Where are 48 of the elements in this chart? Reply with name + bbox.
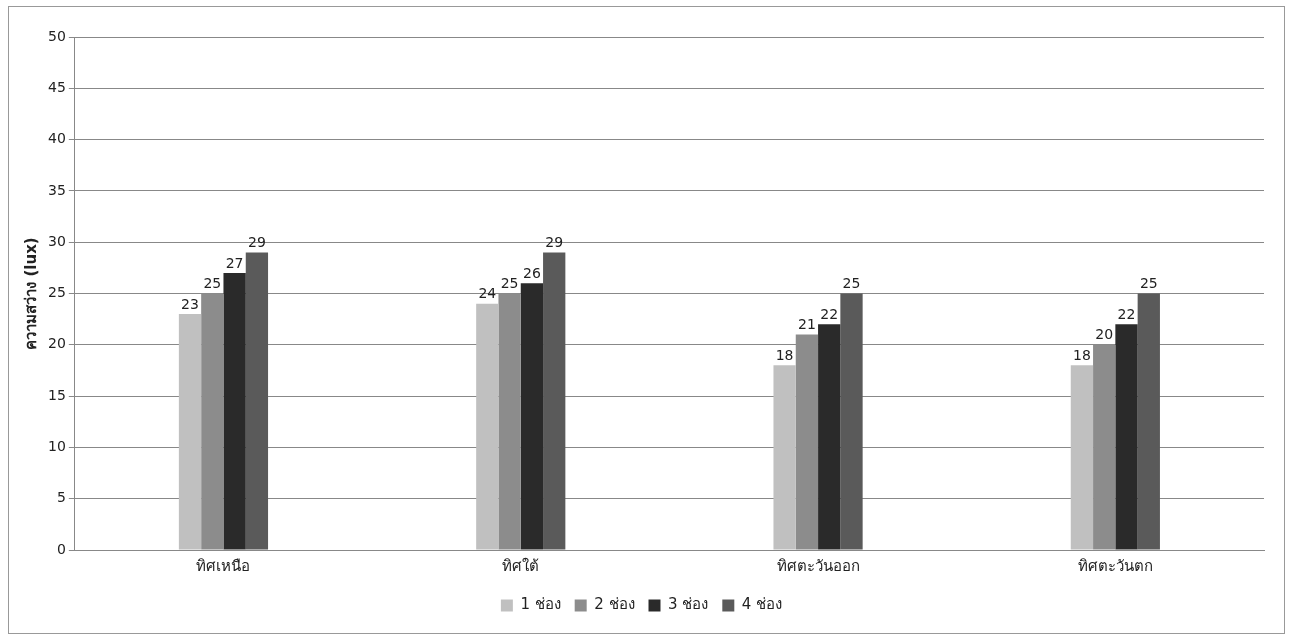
legend-label: 4 ช่อง: [741, 595, 783, 614]
data-label: 25: [203, 275, 222, 292]
legend-label: 1 ช่อง: [520, 595, 561, 614]
y-tick-label: 50: [47, 27, 66, 44]
data-label: 29: [545, 234, 564, 251]
bar: [520, 283, 544, 550]
y-axis-title: ความสว่าง (lux): [21, 237, 40, 350]
bar: [178, 314, 202, 550]
legend-label: 3 ช่อง: [668, 595, 709, 614]
bar: [818, 324, 841, 550]
data-label: 24: [478, 285, 497, 302]
y-tick-label: 45: [47, 78, 66, 95]
y-tick-label: 15: [47, 386, 66, 403]
data-label: 18: [1072, 346, 1091, 363]
x-tick-label: ทิศตะวันตก: [1077, 556, 1153, 575]
bar: [223, 272, 246, 550]
bar: [1070, 365, 1094, 550]
x-tick-label: ทิศใต้: [502, 556, 540, 575]
legend-label: 2 ช่อง: [594, 595, 635, 614]
bar: [840, 293, 863, 550]
data-label: 25: [1139, 275, 1158, 292]
bar: [1115, 324, 1138, 550]
y-tick-label: 10: [47, 438, 66, 455]
data-label: 25: [842, 275, 861, 292]
data-label: 23: [181, 295, 199, 312]
data-label: 27: [225, 254, 244, 271]
bar: [543, 252, 566, 550]
data-label: 20: [1095, 326, 1114, 343]
data-label: 22: [820, 305, 839, 322]
y-tick-label: 5: [56, 489, 66, 506]
x-tick-label: ทิศเหนือ: [196, 556, 251, 575]
data-label: 26: [522, 264, 541, 281]
data-label: 18: [775, 346, 794, 363]
x-tick-label: ทิศตะวันออก: [776, 556, 860, 575]
data-label: 21: [797, 316, 816, 333]
bar: [773, 365, 796, 550]
y-tick-label: 25: [47, 284, 66, 301]
y-tick-label: 0: [56, 540, 66, 557]
bar: [476, 303, 499, 550]
bar: [245, 252, 269, 550]
data-label: 29: [247, 234, 266, 251]
y-tick-label: 35: [47, 181, 66, 198]
data-label: 25: [500, 275, 519, 292]
y-tick-label: 40: [47, 130, 66, 147]
data-label: 22: [1117, 305, 1136, 322]
bar: [1137, 293, 1160, 550]
y-tick-label: 30: [47, 232, 66, 249]
y-tick-label: 20: [47, 335, 66, 352]
